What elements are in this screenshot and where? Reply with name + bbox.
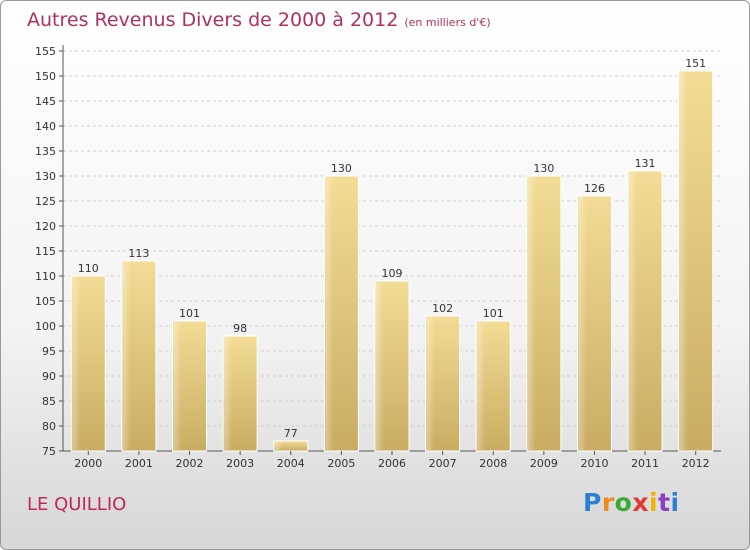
data-label: 101 (483, 307, 504, 320)
chart-subtitle: (en milliers d'€) (404, 16, 491, 29)
logo-letter: r (601, 488, 615, 517)
bar-highlight (122, 262, 131, 450)
x-tick-label: 2006 (378, 457, 406, 470)
y-tick-label: 75 (42, 445, 56, 458)
y-tick-label: 95 (42, 345, 56, 358)
bar-highlight (527, 177, 536, 450)
logo-letter: P (583, 488, 602, 517)
x-tick-label: 2008 (479, 457, 507, 470)
y-tick-label: 140 (35, 120, 56, 133)
data-label: 113 (128, 247, 149, 260)
x-tick-label: 2003 (226, 457, 254, 470)
y-tick-label: 130 (35, 170, 56, 183)
data-label: 77 (284, 427, 298, 440)
y-tick-label: 90 (42, 370, 56, 383)
x-tick-label: 2009 (530, 457, 558, 470)
bar-highlight (325, 177, 334, 450)
y-tick-label: 145 (35, 95, 56, 108)
bar-highlight (173, 322, 182, 450)
logo-letter: t (658, 488, 671, 517)
data-label: 131 (635, 157, 656, 170)
data-label: 126 (584, 182, 605, 195)
x-tick-label: 2012 (682, 457, 710, 470)
chart-title: Autres Revenus Divers de 2000 à 2012 (en … (27, 9, 491, 31)
bar-highlight (224, 337, 233, 450)
bar-highlight (72, 277, 81, 450)
x-tick-label: 2000 (74, 457, 102, 470)
y-tick-label: 100 (35, 320, 56, 333)
bar-highlight (629, 172, 638, 450)
data-label: 130 (533, 162, 554, 175)
bar-highlight (274, 442, 283, 450)
x-tick-label: 2007 (429, 457, 457, 470)
y-tick-label: 120 (35, 220, 56, 233)
x-tick-label: 2004 (277, 457, 305, 470)
logo-letter: o (614, 488, 633, 517)
y-tick-label: 125 (35, 195, 56, 208)
y-tick-label: 85 (42, 395, 56, 408)
y-tick-label: 80 (42, 420, 56, 433)
y-tick-label: 150 (35, 70, 56, 83)
x-tick-label: 2005 (327, 457, 355, 470)
bar-highlight (477, 322, 486, 450)
x-tick-label: 2011 (631, 457, 659, 470)
y-tick-label: 105 (35, 295, 56, 308)
data-label: 98 (233, 322, 247, 335)
bar-highlight (578, 197, 587, 450)
y-tick-label: 110 (35, 270, 56, 283)
bar-highlight (679, 72, 688, 450)
y-tick-label: 155 (35, 45, 56, 58)
x-tick-label: 2010 (580, 457, 608, 470)
y-tick-label: 115 (35, 245, 56, 258)
logo-letter: i (649, 488, 659, 517)
data-label: 109 (382, 267, 403, 280)
bar-highlight (426, 317, 435, 450)
bar-highlight (376, 282, 384, 450)
data-label: 102 (432, 302, 453, 315)
proxiti-logo: Proxiti (583, 488, 680, 517)
y-tick-label: 135 (35, 145, 56, 158)
data-label: 151 (685, 57, 706, 70)
commune-name: LE QUILLIO (27, 494, 127, 515)
x-tick-label: 2002 (176, 457, 204, 470)
logo-letter: x (632, 488, 649, 517)
chart-title-text: Autres Revenus Divers de 2000 à 2012 (27, 9, 399, 31)
data-label: 101 (179, 307, 200, 320)
x-tick-label: 2001 (125, 457, 153, 470)
logo-letter: i (670, 488, 680, 517)
data-label: 130 (331, 162, 352, 175)
data-label: 110 (78, 262, 99, 275)
